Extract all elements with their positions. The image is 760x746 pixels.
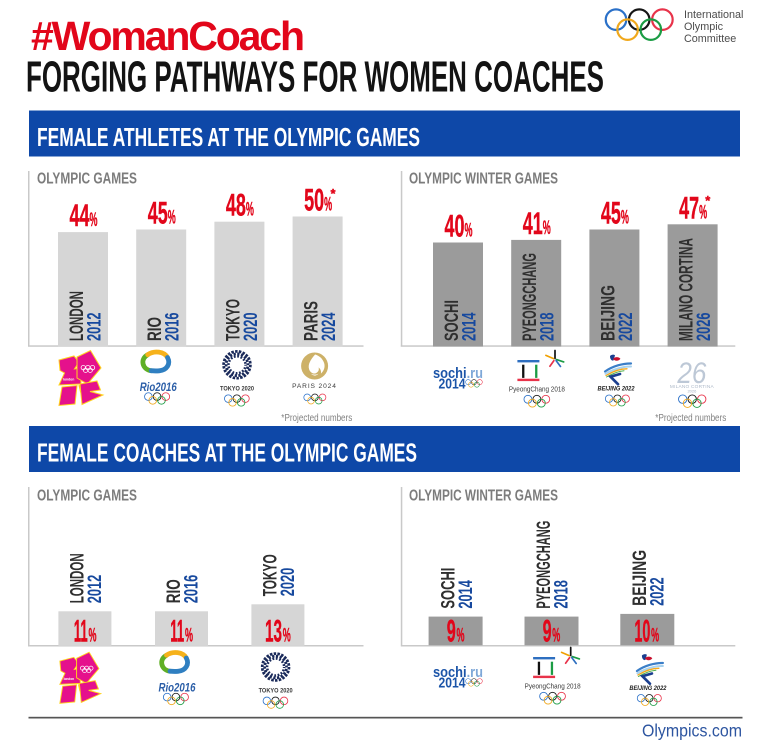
- svg-text:%: %: [699, 202, 707, 223]
- svg-text:2014: 2014: [460, 312, 481, 341]
- svg-text:%: %: [283, 626, 291, 647]
- svg-text:48: 48: [226, 187, 246, 223]
- svg-text:2012: 2012: [85, 575, 106, 604]
- svg-text:2020: 2020: [278, 568, 299, 597]
- svg-text:SOCHI: SOCHI: [438, 568, 459, 609]
- svg-text:TOKYO: TOKYO: [261, 554, 282, 596]
- svg-text:PYEONGCHANG: PYEONGCHANG: [534, 521, 555, 609]
- svg-text:%: %: [185, 626, 193, 647]
- svg-text:SOCHI: SOCHI: [442, 300, 463, 341]
- svg-text:2024: 2024: [319, 312, 340, 341]
- svg-text:RIO: RIO: [164, 579, 185, 603]
- svg-text:2014: 2014: [456, 580, 477, 609]
- svg-text:40: 40: [445, 208, 465, 244]
- svg-text:FEMALE COACHES AT THE OLYMPIC: FEMALE COACHES AT THE OLYMPIC GAMES: [37, 438, 417, 468]
- svg-text:MILANO CORTINA: MILANO CORTINA: [677, 238, 698, 341]
- svg-text:TOKYO: TOKYO: [223, 299, 244, 341]
- svg-text:LONDON: LONDON: [68, 553, 89, 603]
- svg-text:%: %: [90, 210, 98, 231]
- svg-text:*: *: [705, 193, 711, 208]
- svg-text:%: %: [465, 221, 473, 242]
- svg-text:BEIJING: BEIJING: [630, 550, 651, 606]
- svg-text:RIO: RIO: [145, 317, 166, 341]
- svg-text:Olympic: Olympic: [684, 21, 724, 33]
- svg-text:%: %: [457, 626, 465, 647]
- svg-text:45: 45: [601, 195, 621, 231]
- svg-text:FORGING PATHWAYS FOR WOMEN COA: FORGING PATHWAYS FOR WOMEN COACHES: [26, 54, 604, 102]
- svg-text:%: %: [89, 626, 97, 647]
- svg-text:2022: 2022: [616, 313, 637, 342]
- svg-text:2016: 2016: [182, 575, 203, 604]
- svg-text:2018: 2018: [552, 580, 573, 609]
- svg-text:2020: 2020: [241, 313, 262, 342]
- svg-text:PYEONGCHANG: PYEONGCHANG: [520, 253, 541, 341]
- svg-text:%: %: [552, 626, 560, 647]
- svg-text:2022: 2022: [647, 577, 668, 606]
- svg-text:*Projected numbers: *Projected numbers: [655, 413, 726, 424]
- svg-text:OLYMPIC WINTER GAMES: OLYMPIC WINTER GAMES: [409, 488, 558, 505]
- svg-text:%: %: [543, 218, 551, 239]
- svg-text:%: %: [621, 208, 629, 229]
- svg-text:9: 9: [447, 613, 456, 649]
- svg-text:OLYMPIC GAMES: OLYMPIC GAMES: [37, 488, 137, 505]
- svg-text:%: %: [246, 200, 254, 221]
- svg-text:2026: 2026: [694, 313, 715, 342]
- svg-text:9: 9: [543, 613, 552, 649]
- svg-text:Olympics.com: Olympics.com: [642, 721, 742, 741]
- svg-text:OLYMPIC GAMES: OLYMPIC GAMES: [37, 171, 137, 188]
- svg-text:LONDON: LONDON: [67, 291, 88, 341]
- svg-text:44: 44: [70, 197, 90, 233]
- svg-text:2016: 2016: [163, 313, 184, 342]
- svg-text:*Projected numbers: *Projected numbers: [281, 413, 352, 424]
- svg-text:11: 11: [170, 613, 184, 649]
- svg-text:45: 45: [148, 195, 168, 231]
- svg-text:*: *: [331, 186, 337, 201]
- svg-text:%: %: [324, 195, 332, 216]
- svg-text:International: International: [684, 9, 743, 21]
- svg-text:Committee: Committee: [684, 33, 736, 45]
- svg-text:%: %: [651, 626, 659, 647]
- svg-text:50: 50: [304, 182, 324, 218]
- svg-text:2018: 2018: [538, 313, 559, 342]
- svg-text:BEIJING: BEIJING: [598, 285, 619, 341]
- svg-text:#WomanCoach: #WomanCoach: [31, 13, 305, 59]
- svg-text:2012: 2012: [85, 313, 106, 342]
- svg-text:13: 13: [265, 613, 282, 649]
- svg-text:PARIS: PARIS: [302, 301, 323, 341]
- svg-text:10: 10: [634, 613, 650, 649]
- svg-text:11: 11: [74, 613, 88, 649]
- svg-text:FEMALE ATHLETES AT THE OLYMPIC: FEMALE ATHLETES AT THE OLYMPIC GAMES: [37, 122, 420, 152]
- svg-text:47: 47: [679, 189, 699, 225]
- svg-text:%: %: [168, 208, 176, 229]
- svg-text:41: 41: [523, 205, 543, 241]
- svg-text:OLYMPIC WINTER GAMES: OLYMPIC WINTER GAMES: [409, 171, 558, 188]
